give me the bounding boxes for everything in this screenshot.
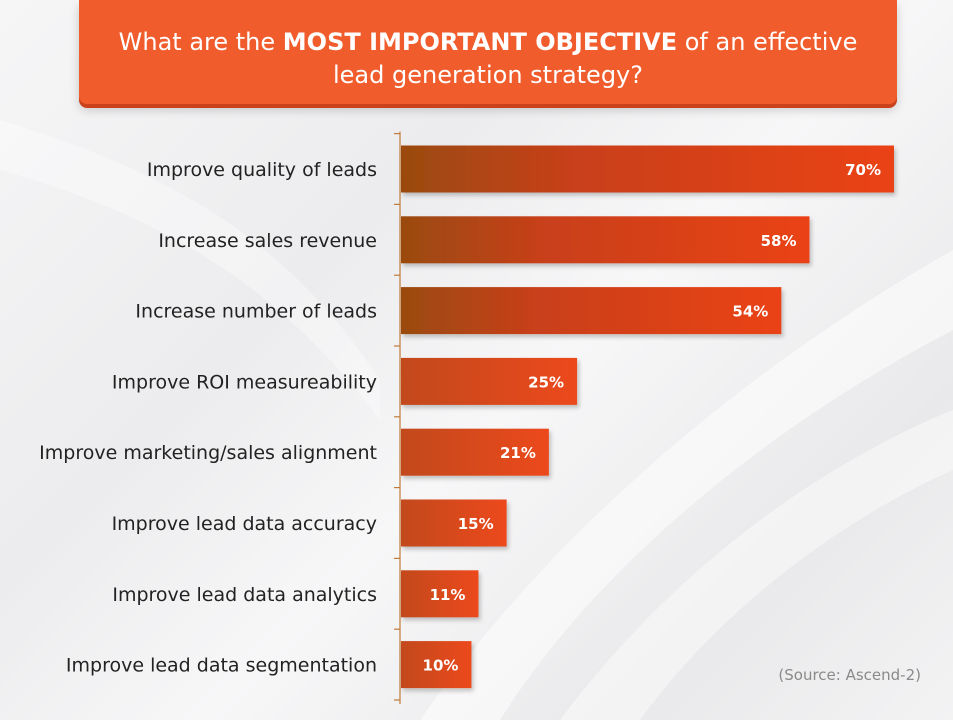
bar-value-label: 25% [528,373,564,391]
title-post: of an effective [677,28,858,56]
bar-6 [401,499,507,547]
bar-value-label: 10% [423,657,459,675]
bar-value-label: 54% [732,303,768,321]
bars-layer [401,145,894,689]
title-bold: MOST IMPORTANT OBJECTIVE [282,28,678,56]
bar-value-label: 15% [458,515,494,533]
title-line-2: lead generation strategy? [333,61,643,89]
bar-value-label: 58% [761,232,797,250]
category-label: Improve lead data analytics [112,584,377,606]
axis-layer [394,131,401,704]
bar-value-label: 70% [845,161,881,179]
bar-2 [401,216,810,264]
title-pre: What are the [118,28,283,56]
bar-8 [401,641,472,689]
category-label: Improve quality of leads [147,159,377,181]
bar-3 [401,287,782,335]
bar-4 [401,357,578,405]
bar-1 [401,145,894,193]
category-label: Increase sales revenue [158,230,377,252]
category-label: Improve ROI measureability [112,371,377,393]
bar-5 [401,428,549,476]
category-label: Improve lead data segmentation [66,655,377,677]
source-note: (Source: Ascend-2) [778,666,921,684]
category-label: Increase number of leads [135,301,377,323]
category-label: Improve marketing/sales alignment [39,442,377,464]
labels-layer: 70% Improve quality of leads 58% Increase s… [39,159,881,677]
title-line-1: What are the MOST IMPORTANT OBJECTIVE of… [79,26,897,59]
bar-value-label: 21% [500,444,536,462]
title-banner: What are the MOST IMPORTANT OBJECTIVE of… [79,0,897,104]
category-label: Improve lead data accuracy [112,513,377,535]
bar-7 [401,570,479,618]
bar-value-label: 11% [430,586,466,604]
